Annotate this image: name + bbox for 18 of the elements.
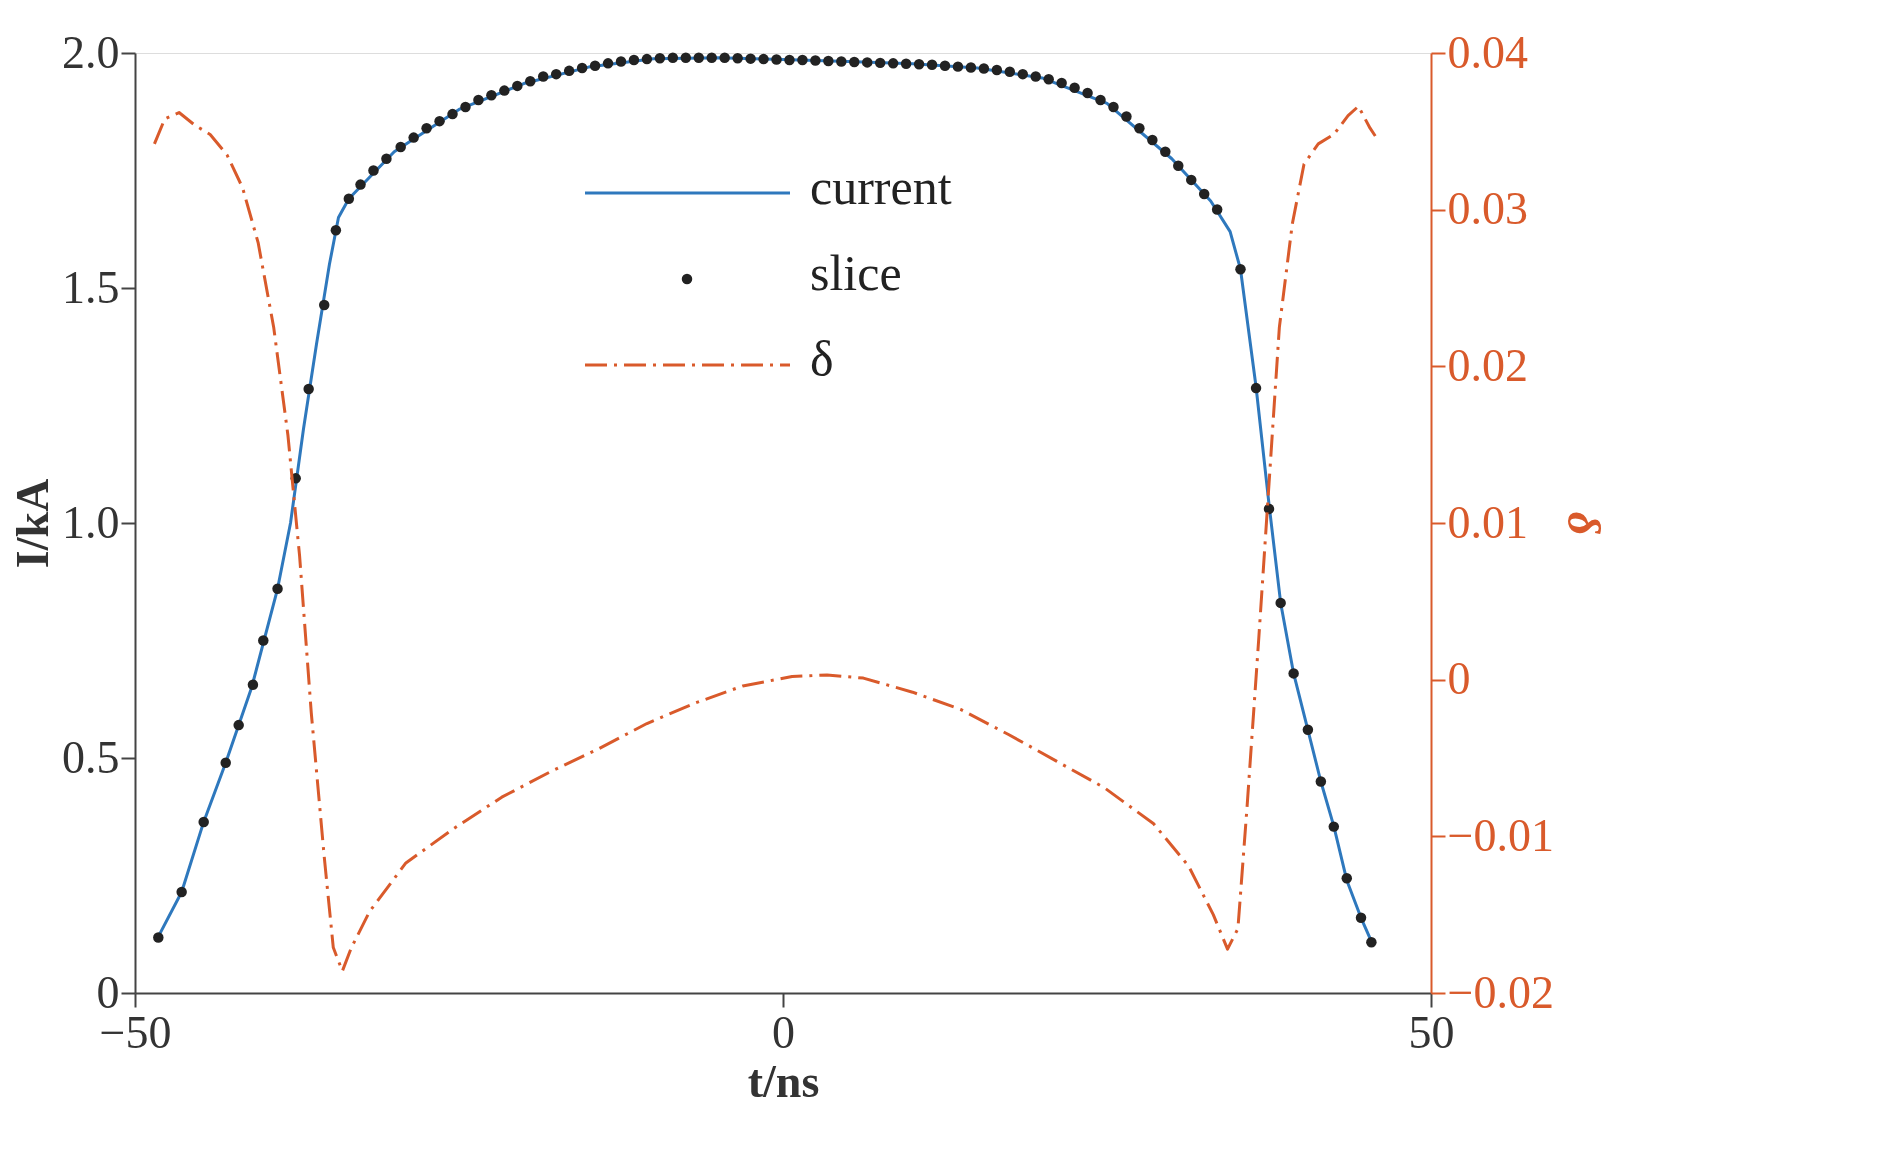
legend-label: current (810, 159, 952, 215)
legend-label: slice (810, 245, 902, 301)
x-axis-title: t/ns (747, 1055, 820, 1107)
y-tick-label: 0.5 (62, 731, 120, 783)
y2-tick-label: 0.02 (1447, 339, 1528, 391)
y-tick-label: 1.5 (62, 261, 120, 313)
y2-tick-label: 0.03 (1447, 183, 1528, 235)
y2-tick-label: 0.01 (1447, 496, 1528, 548)
y2-tick-label: 0 (1447, 653, 1471, 705)
y2-axis-title: δ (1557, 511, 1609, 536)
legend-label: δ (810, 331, 834, 387)
y-tick-label: 2.0 (62, 26, 120, 78)
y-tick-label: 1.0 (62, 496, 120, 548)
y-tick-label: 0 (96, 966, 120, 1018)
y2-tick-label: −0.01 (1447, 809, 1554, 861)
x-tick-label: 0 (772, 1006, 795, 1058)
y2-tick-label: 0.04 (1447, 26, 1528, 78)
y-axis-title: I/kA (7, 478, 58, 569)
